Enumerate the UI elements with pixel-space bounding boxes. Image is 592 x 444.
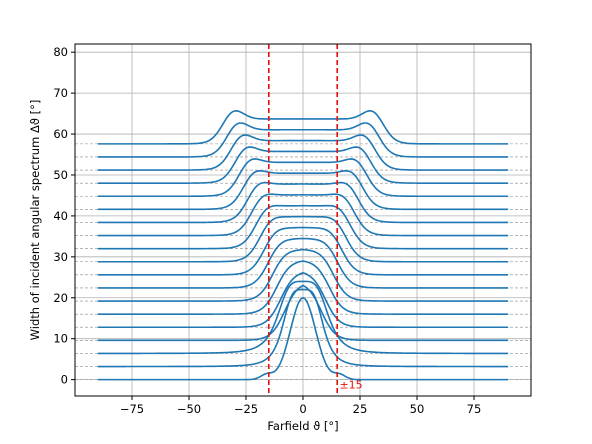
series-line — [97, 284, 509, 342]
grid-layer — [75, 44, 531, 396]
y-tick-layer: 0 10 20 30 40 50 60 70 80 — [53, 45, 75, 387]
series-line — [97, 272, 509, 329]
series-line — [97, 170, 509, 211]
y-axis-label: Width of incident angular spectrum Δϑ [°… — [28, 100, 42, 341]
series-line — [97, 280, 509, 355]
y-tick-label: 70 — [53, 86, 68, 100]
x-tick-label: 25 — [353, 402, 368, 416]
series-layer — [97, 110, 509, 381]
x-axis-label: Farfield ϑ [°] — [267, 419, 338, 433]
x-tick-label: 50 — [410, 402, 425, 416]
y-tick-label: 20 — [53, 291, 68, 305]
x-tick-label: −25 — [234, 402, 258, 416]
series-line — [97, 134, 509, 171]
series-line — [97, 237, 509, 289]
y-tick-label: 0 — [61, 373, 68, 387]
series-line — [97, 248, 509, 302]
y-tick-label: 80 — [53, 45, 68, 59]
series-line — [97, 110, 509, 145]
x-tick-label: −50 — [177, 402, 201, 416]
series-line — [97, 215, 509, 263]
y-tick-label: 40 — [53, 209, 68, 223]
series-line — [97, 158, 509, 198]
y-tick-label: 50 — [53, 168, 68, 182]
x-tick-layer: −75 −50 −25 0 25 50 75 — [120, 396, 481, 416]
series-line — [97, 146, 509, 184]
y-tick-label: 10 — [53, 332, 68, 346]
series-line — [97, 296, 509, 381]
x-tick-label: 0 — [299, 402, 306, 416]
x-tick-label: 75 — [467, 402, 482, 416]
threshold-annotation: ±15 — [339, 379, 362, 392]
series-line — [97, 226, 509, 276]
series-line — [97, 122, 509, 158]
series-line — [97, 181, 509, 224]
vline-layer — [267, 44, 339, 396]
series-line — [97, 288, 509, 368]
series-line — [97, 193, 509, 237]
series-line — [97, 260, 509, 315]
y-tick-label: 30 — [53, 250, 68, 264]
series-line — [97, 204, 509, 250]
y-tick-label: 60 — [53, 127, 68, 141]
x-tick-label: −75 — [120, 402, 144, 416]
